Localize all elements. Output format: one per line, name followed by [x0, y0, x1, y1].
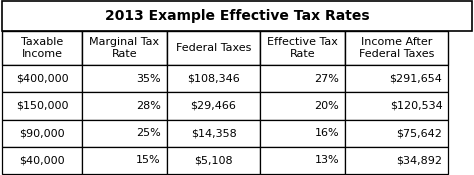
Text: $40,000: $40,000 [19, 155, 65, 166]
Bar [2, 92, 82, 120]
Text: 27%: 27% [314, 74, 339, 84]
Text: 16%: 16% [315, 128, 339, 138]
Text: Taxable
Income: Taxable Income [21, 37, 64, 59]
Bar [345, 31, 448, 65]
Text: Income After
Federal Taxes: Income After Federal Taxes [359, 37, 434, 59]
Bar [261, 120, 345, 147]
Text: 25%: 25% [136, 128, 161, 138]
Bar [345, 65, 448, 92]
Bar [82, 147, 166, 174]
Bar [345, 120, 448, 147]
Bar [2, 147, 82, 174]
Text: 13%: 13% [315, 155, 339, 166]
Text: $400,000: $400,000 [16, 74, 69, 84]
Bar [2, 120, 82, 147]
Bar [345, 147, 448, 174]
Bar [167, 65, 261, 92]
Bar [167, 92, 261, 120]
Text: Effective Tax
Rate: Effective Tax Rate [267, 37, 338, 59]
Bar [2, 1, 472, 31]
Text: $75,642: $75,642 [397, 128, 443, 138]
Text: $108,346: $108,346 [187, 74, 240, 84]
Bar [261, 65, 345, 92]
Bar [82, 31, 166, 65]
Text: $34,892: $34,892 [396, 155, 443, 166]
Bar [2, 65, 82, 92]
Text: $90,000: $90,000 [19, 128, 65, 138]
Text: Marginal Tax
Rate: Marginal Tax Rate [89, 37, 159, 59]
Text: $120,534: $120,534 [390, 101, 443, 111]
Bar [167, 120, 261, 147]
Text: 15%: 15% [137, 155, 161, 166]
Bar [167, 147, 261, 174]
Bar [345, 92, 448, 120]
Bar [261, 31, 345, 65]
Text: $14,358: $14,358 [191, 128, 237, 138]
Text: 28%: 28% [136, 101, 161, 111]
Bar [82, 65, 166, 92]
Bar [82, 92, 166, 120]
Bar [261, 147, 345, 174]
Bar [167, 31, 261, 65]
Text: $5,108: $5,108 [194, 155, 233, 166]
Bar [261, 92, 345, 120]
Text: $150,000: $150,000 [16, 101, 69, 111]
Text: $29,466: $29,466 [191, 101, 237, 111]
Text: Federal Taxes: Federal Taxes [176, 43, 251, 53]
Text: 35%: 35% [137, 74, 161, 84]
Bar [2, 31, 82, 65]
Bar [82, 120, 166, 147]
Text: 2013 Example Effective Tax Rates: 2013 Example Effective Tax Rates [105, 9, 369, 23]
Text: 20%: 20% [314, 101, 339, 111]
Text: $291,654: $291,654 [390, 74, 443, 84]
